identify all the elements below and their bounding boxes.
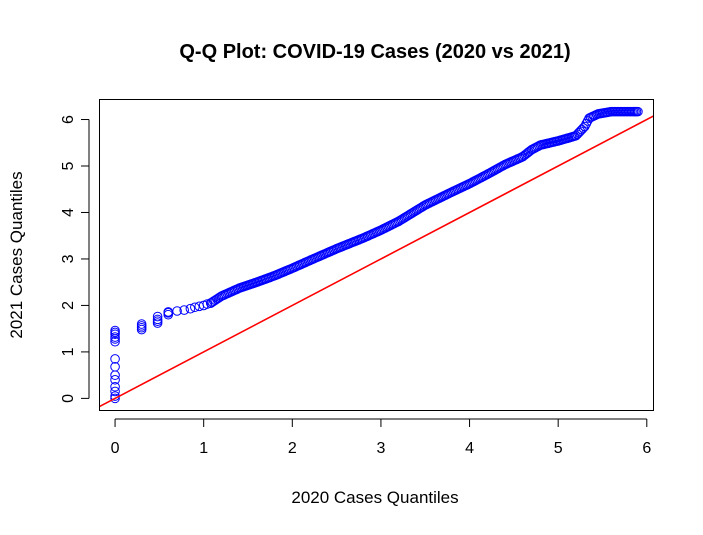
- data-point: [110, 325, 120, 336]
- x-tick-label: 0: [111, 440, 120, 457]
- data-point: [110, 374, 120, 385]
- x-tick-label: 2: [288, 440, 297, 457]
- data-point: [185, 303, 196, 314]
- reference-line: [100, 115, 653, 408]
- data-point: [152, 314, 163, 325]
- data-point: [482, 169, 493, 180]
- x-tick-label: 1: [199, 440, 208, 457]
- x-tick-label: 3: [376, 440, 385, 457]
- data-point: [213, 293, 224, 303]
- x-axis: 0 1 2 3 4 5 6: [111, 418, 651, 457]
- x-tick-label: 4: [465, 440, 474, 457]
- x-tick-label: 6: [642, 440, 651, 457]
- data-point: [486, 167, 497, 177]
- data-point: [581, 118, 592, 129]
- data-point: [495, 162, 506, 172]
- data-point: [152, 311, 163, 322]
- data-point: [110, 336, 120, 347]
- data-point: [483, 168, 494, 179]
- plot-area: [100, 106, 653, 408]
- data-point: [202, 299, 213, 309]
- data-points: [110, 106, 643, 404]
- data-point: [110, 361, 120, 372]
- data-point: [136, 319, 147, 329]
- data-point: [418, 201, 429, 211]
- y-tick-label: 4: [60, 208, 77, 217]
- y-tick-label: 1: [60, 347, 77, 356]
- data-point: [190, 302, 200, 313]
- data-point: [110, 354, 120, 364]
- data-point: [579, 121, 590, 132]
- y-tick-label: 6: [60, 115, 77, 124]
- data-point: [110, 386, 120, 397]
- plot-frame: [99, 99, 654, 411]
- data-point: [481, 170, 491, 180]
- data-point: [110, 332, 120, 342]
- data-point: [110, 381, 120, 392]
- chart-title: Q-Q Plot: COVID-19 Cases (2020 vs 2021): [179, 41, 570, 63]
- data-point: [179, 305, 189, 315]
- data-point: [492, 163, 503, 174]
- y-tick-label: 2: [60, 301, 77, 310]
- data-point: [172, 306, 182, 316]
- data-point: [485, 167, 496, 178]
- y-axis-label: 2021 Cases Quantiles: [7, 171, 26, 338]
- y-tick-label: 5: [60, 161, 77, 170]
- data-point: [110, 393, 120, 404]
- data-point: [488, 166, 498, 176]
- x-axis-label: 2020 Cases Quantiles: [291, 488, 458, 507]
- data-point: [494, 163, 504, 173]
- x-tick-label: 5: [554, 440, 563, 457]
- data-point: [489, 165, 500, 176]
- y-tick-label: 3: [60, 254, 77, 263]
- data-point: [491, 164, 501, 175]
- y-tick-label: 0: [60, 394, 77, 403]
- y-axis: 0 1 2 3 4 5 6: [60, 115, 90, 403]
- data-point: [633, 106, 643, 117]
